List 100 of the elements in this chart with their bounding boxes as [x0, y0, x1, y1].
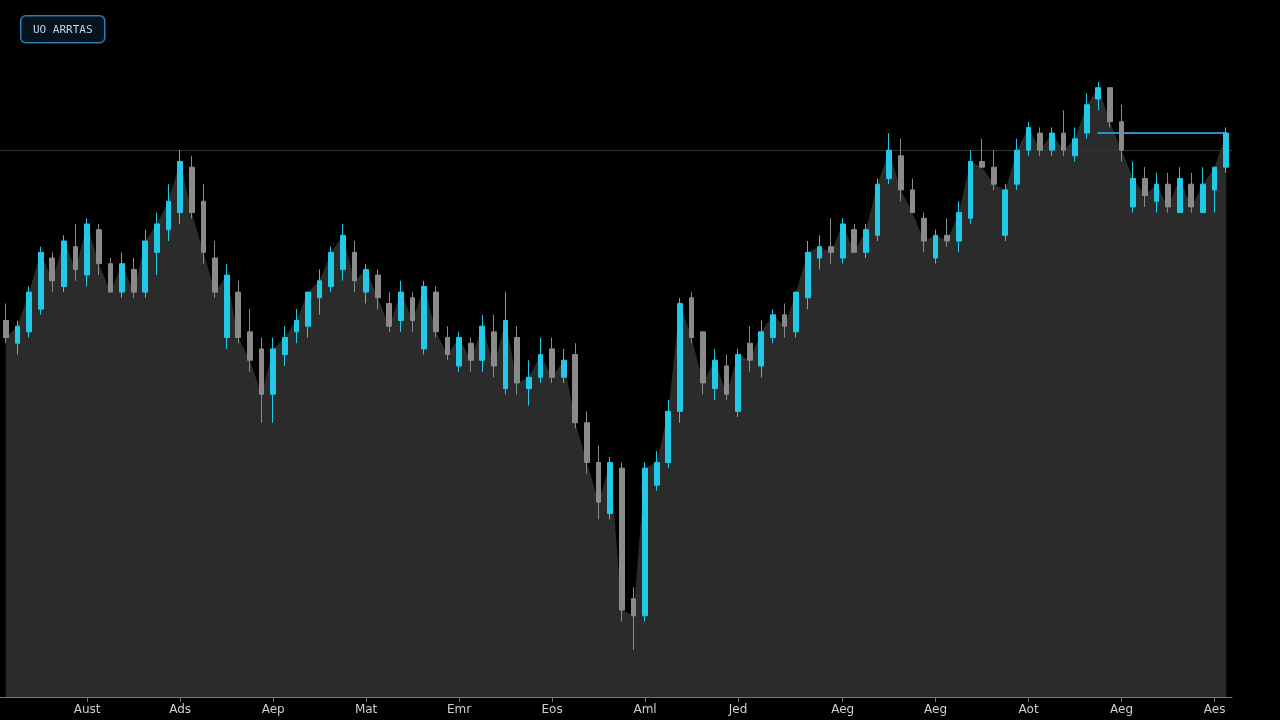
candlestick: [177, 149, 183, 225]
candlestick: [456, 331, 462, 373]
candlestick: [247, 308, 253, 373]
candlestick: [1200, 166, 1206, 214]
x-tick-label: Mat: [354, 702, 378, 716]
candlestick: [410, 291, 415, 333]
candlestick: [619, 461, 625, 622]
candlestick: [131, 257, 137, 299]
candlestick: [108, 257, 113, 293]
candlestick: [340, 223, 346, 282]
candlestick: [747, 325, 753, 373]
candlestick: [526, 359, 532, 407]
x-tick-label: Aep: [261, 702, 285, 716]
candlestick: [944, 217, 950, 248]
candlestick: [1142, 166, 1148, 208]
candlestick: [119, 251, 125, 299]
candlestick: [863, 223, 869, 259]
candlestick: [921, 212, 927, 253]
candlestick: [1212, 166, 1217, 214]
candlestick: [189, 155, 195, 219]
candlestick: [968, 149, 973, 225]
candlestick: [1061, 109, 1066, 157]
candlestick: [270, 337, 276, 424]
candlestick: [782, 302, 787, 339]
candlestick: [654, 450, 660, 492]
candlestick: [770, 308, 776, 344]
candlestick: [1095, 81, 1101, 111]
candlestick: [15, 320, 20, 356]
candlestick: [166, 183, 171, 242]
x-tick-label: Eos: [541, 702, 563, 716]
candlestick: [596, 444, 601, 520]
candlestick: [561, 348, 567, 384]
candlestick: [758, 320, 764, 378]
candlestick: [235, 280, 241, 344]
candlestick: [352, 240, 357, 293]
candlestick: [665, 399, 671, 469]
candlestick: [1014, 138, 1020, 191]
candlestick: [491, 314, 497, 378]
candlestick: [212, 240, 218, 299]
candlestick: [398, 280, 404, 333]
candlestick: [282, 325, 288, 367]
candlestick: [433, 285, 439, 339]
candlestick: [468, 337, 474, 373]
candlestick: [700, 331, 706, 395]
candlestick: [793, 291, 799, 339]
candlestick: [1119, 104, 1124, 162]
candlestick: [979, 138, 985, 168]
candlestick: [1177, 166, 1183, 214]
x-tick-label: Emr: [446, 702, 472, 716]
candlestick: [538, 337, 543, 384]
candlestick: [805, 240, 811, 310]
candlestick: [631, 586, 636, 651]
candlestick: [61, 234, 67, 293]
x-tick-label: Aust: [73, 702, 101, 716]
candlestick: [154, 212, 160, 276]
candlestick: [3, 302, 9, 344]
candlestick: [26, 285, 32, 339]
candlestick: [96, 223, 102, 276]
candlestick: [584, 410, 590, 475]
candlestick: [1037, 126, 1043, 157]
x-tick-label: Ads: [169, 702, 192, 716]
x-tick-label: Aot: [1018, 702, 1039, 716]
candlestick: [1107, 87, 1113, 128]
candlestick: [1026, 121, 1031, 157]
candlestick: [479, 314, 485, 373]
candlestick: [73, 223, 78, 282]
candlestick: [142, 229, 148, 299]
candlestick: [933, 229, 938, 265]
candlestick: [386, 291, 392, 333]
x-tick-label: Aeg: [924, 702, 948, 716]
candlestick: [1084, 92, 1090, 140]
candlestick: [1049, 126, 1055, 157]
candlestick: [305, 291, 311, 339]
candlestick: [956, 200, 962, 253]
candlestick: [1165, 172, 1171, 214]
candlestick: [886, 132, 892, 185]
candlestick: [445, 325, 450, 361]
candlestick: [1154, 172, 1159, 214]
candlestick: [898, 138, 904, 202]
text: UO ARRTAS: [32, 22, 93, 36]
candlestick: [328, 246, 334, 293]
candlestick: [38, 246, 44, 316]
candlestick: [689, 291, 694, 344]
candlestick: [1002, 183, 1008, 242]
candlestick: [294, 308, 299, 344]
candlestick: [875, 178, 880, 242]
candlestick: [549, 337, 555, 384]
candlestick: [735, 348, 741, 418]
candlestick: [572, 342, 578, 429]
candlestick: [991, 149, 997, 191]
x-tick-label: Aml: [633, 702, 657, 716]
candlestick: [828, 217, 834, 265]
candlestick: [1130, 161, 1136, 214]
candlestick: [642, 461, 648, 622]
x-tick-label: Jed: [727, 702, 748, 716]
candlestick: [363, 263, 369, 304]
candlestick: [817, 234, 822, 270]
x-tick-label: Aeg: [831, 702, 855, 716]
candlestick: [514, 325, 520, 395]
candlestick: [910, 178, 915, 214]
